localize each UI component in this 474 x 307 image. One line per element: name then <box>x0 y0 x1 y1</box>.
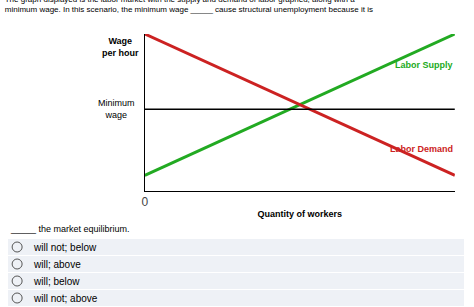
svg-text:will; below: will; below <box>33 276 80 287</box>
svg-text:will not; above: will not; above <box>33 293 98 304</box>
svg-text:will; above: will; above <box>33 259 81 270</box>
svg-text:Wageper hour: Wageper hour <box>102 36 139 58</box>
svg-text:Minimumwage: Minimumwage <box>98 98 135 120</box>
svg-text:Labor Demand: Labor Demand <box>390 144 453 154</box>
svg-text:0: 0 <box>141 195 148 209</box>
svg-text:_____ the market equilibrium.: _____ the market equilibrium. <box>10 224 130 234</box>
svg-text:The graph displayed is the lab: The graph displayed is the labor market … <box>5 0 373 14</box>
svg-text:will not; below: will not; below <box>33 242 97 253</box>
svg-text:Quantity of workers: Quantity of workers <box>258 209 343 219</box>
svg-text:Labor Supply: Labor Supply <box>395 60 453 70</box>
